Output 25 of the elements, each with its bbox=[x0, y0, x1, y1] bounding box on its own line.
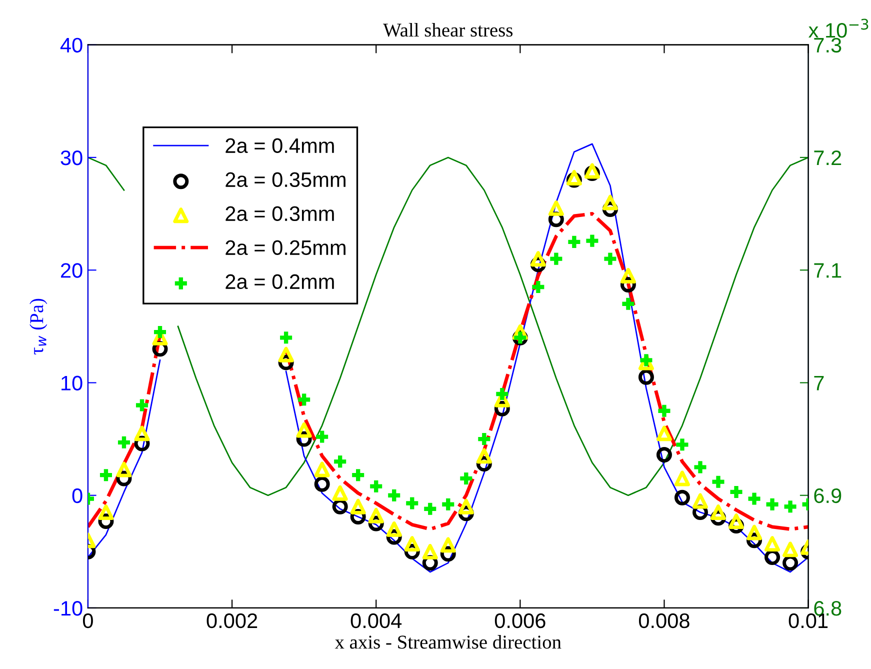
y-tick-label: -10 bbox=[54, 600, 82, 616]
chart-title: Wall shear stress bbox=[383, 22, 513, 37]
y2-tick-label: 7 bbox=[814, 376, 824, 390]
y-tick-label: 30 bbox=[60, 150, 82, 166]
text: x 10$^{−3}$ bbox=[808, 18, 868, 38]
y-tick-label: 40 bbox=[60, 38, 82, 53]
legend-label: 2a = 0.2mm bbox=[226, 274, 334, 290]
y2-tick-label: 7.2 bbox=[814, 150, 842, 166]
legend-label: 2a = 0.3mm bbox=[226, 206, 334, 222]
y-tick-label: 20 bbox=[60, 263, 82, 278]
x-tick-label: 0.004 bbox=[350, 613, 402, 628]
y-axis-title: τ$_{w}$ (Pa) bbox=[30, 298, 48, 354]
x-tick-label: 0.008 bbox=[638, 613, 690, 628]
x-axis-title: x axis - Streamwise direction bbox=[334, 635, 562, 649]
y-tick-label: 0 bbox=[72, 488, 82, 504]
y2-tick-label: 6.9 bbox=[814, 488, 842, 504]
legend-label: 2a = 0.35mm bbox=[226, 172, 346, 188]
y2-tick-label: 7.3 bbox=[814, 38, 842, 53]
x-tick-label: 0 bbox=[82, 613, 93, 628]
x-tick-label: 0.006 bbox=[494, 613, 546, 628]
legend-label: 2a = 0.4mm bbox=[226, 138, 334, 154]
y2-tick-label: 7.1 bbox=[814, 263, 842, 278]
y-tick-label: 10 bbox=[62, 376, 82, 390]
legend-label: 2a = 0.25mm bbox=[226, 240, 346, 256]
x-tick-label: 0.002 bbox=[206, 613, 258, 628]
